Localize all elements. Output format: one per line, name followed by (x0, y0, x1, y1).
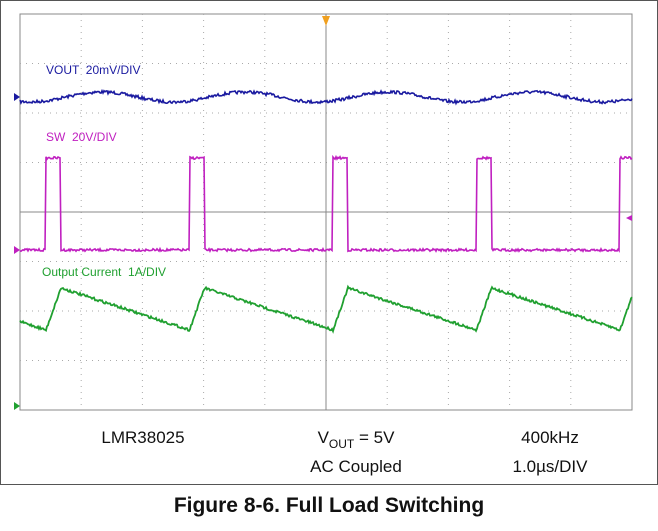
sw-label: SW 20V/DIV (46, 130, 117, 144)
figure-title: Figure 8-6. Full Load Switching (174, 494, 484, 517)
channel-marker (14, 402, 20, 410)
channel-marker (14, 246, 20, 254)
vout-sub: OUT (329, 437, 355, 451)
vout-caption: VOUT = 5V (318, 428, 396, 451)
vout-label: VOUT 20mV/DIV (46, 63, 140, 77)
device-caption: LMR38025 (101, 428, 184, 447)
scope-grid (19, 13, 633, 411)
trigger-marker (322, 16, 330, 26)
channel-marker (14, 93, 20, 101)
frequency-caption: 400kHz (521, 428, 579, 447)
timebase-caption: 1.0µs/DIV (513, 457, 589, 476)
sw-trace (19, 154, 633, 254)
coupling-caption: AC Coupled (310, 457, 402, 476)
vout-rest: = 5V (354, 428, 395, 447)
vout-main: V (318, 428, 330, 447)
figure-frame (0, 0, 658, 485)
waveforms (14, 16, 633, 410)
vout-trace (19, 88, 633, 106)
current-trace (19, 284, 633, 334)
current-label: Output Current 1A/DIV (42, 265, 166, 279)
level-marker (626, 215, 632, 221)
